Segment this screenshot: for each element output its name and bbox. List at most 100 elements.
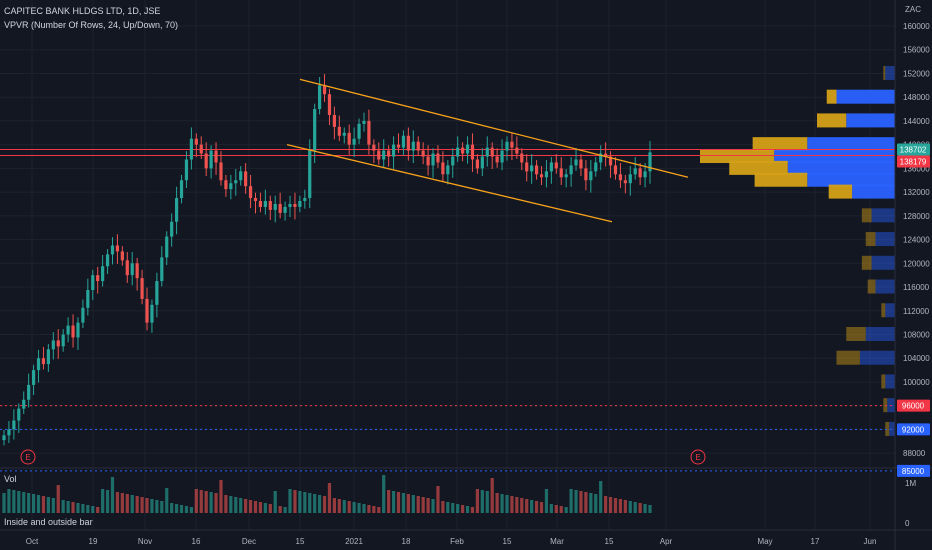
candle-body xyxy=(461,147,465,154)
volume-bar xyxy=(76,503,80,513)
candle-body xyxy=(347,132,351,145)
volume-bar xyxy=(303,492,307,513)
candle-body xyxy=(71,325,75,338)
earnings-event-marker[interactable] xyxy=(20,449,36,465)
price-label-box xyxy=(897,155,930,168)
candle-body xyxy=(56,340,60,347)
volume-bar xyxy=(36,495,41,513)
candle-body xyxy=(140,278,144,299)
volume-bar xyxy=(214,493,218,513)
volume-bar xyxy=(372,506,376,513)
candle-body xyxy=(308,150,312,199)
candle-body xyxy=(608,156,613,166)
candle-body xyxy=(633,168,637,175)
volume-bar xyxy=(194,489,198,513)
pattern-note: Inside and outside bar xyxy=(4,517,93,527)
candle-body xyxy=(539,174,544,178)
volume-bar xyxy=(352,502,356,513)
volume-bar xyxy=(485,491,489,513)
horizontal-lines xyxy=(0,148,895,472)
candle-body xyxy=(105,254,110,267)
volume-bar xyxy=(594,494,598,513)
volume-bar xyxy=(322,496,327,513)
volume-bar xyxy=(263,503,267,513)
volume-bar xyxy=(515,497,519,513)
volume-bar xyxy=(51,498,55,513)
volume-bar xyxy=(229,496,233,513)
candle-body xyxy=(313,109,317,151)
candle-body xyxy=(406,135,410,151)
volume-bar xyxy=(451,503,455,513)
candle-body xyxy=(86,289,90,308)
volume-bar xyxy=(510,496,514,513)
volume-bar xyxy=(633,502,637,513)
earnings-event-letter: E xyxy=(695,453,700,462)
volume-bar xyxy=(273,491,277,513)
x-tick-label: Oct xyxy=(26,537,39,546)
candle-body xyxy=(219,162,223,181)
candle-body xyxy=(416,141,420,151)
price-label-box xyxy=(897,399,930,412)
price-label: 92000 xyxy=(902,425,925,434)
volume-bar xyxy=(96,507,100,513)
candle-body xyxy=(278,203,282,213)
candle-body xyxy=(549,162,553,172)
candle-body xyxy=(268,201,272,210)
candle-body xyxy=(91,275,95,290)
volume-bar xyxy=(313,494,317,513)
y-tick-label: 128000 xyxy=(903,212,930,221)
volume-tick-label: 1M xyxy=(905,479,916,488)
volume-bar xyxy=(618,499,623,513)
candle-body xyxy=(189,138,193,160)
price-label: 138179 xyxy=(900,157,927,166)
volume-bar xyxy=(130,495,134,513)
y-tick-label: 136000 xyxy=(903,164,930,173)
volume-bar xyxy=(520,498,524,513)
candle-body xyxy=(372,144,376,151)
volume-bar xyxy=(377,507,381,513)
volume-tick-label: 0 xyxy=(905,519,910,528)
volume-bar xyxy=(283,507,287,513)
channel-lines xyxy=(286,78,689,223)
vp-down-bar xyxy=(867,279,876,294)
volume-bar xyxy=(115,492,120,513)
volume-bar xyxy=(579,491,583,513)
volume-bar xyxy=(288,489,292,513)
volume-bar xyxy=(253,501,258,513)
volume-bar xyxy=(599,481,603,513)
volume-bar xyxy=(431,499,435,513)
volume-bar xyxy=(648,505,652,513)
candle-body xyxy=(115,245,120,252)
currency-label: ZAC xyxy=(905,5,921,14)
candle-body xyxy=(51,340,55,350)
vp-down-bar xyxy=(883,65,886,80)
volume-bar xyxy=(564,507,568,513)
earnings-event-marker[interactable] xyxy=(690,449,706,465)
vp-down-bar xyxy=(817,113,847,128)
x-tick-label: 17 xyxy=(811,537,820,546)
candle-body xyxy=(515,147,519,154)
volume-bar xyxy=(155,500,159,513)
candle-body xyxy=(480,156,484,169)
vp-up-bar xyxy=(852,184,895,199)
candle-body xyxy=(465,144,470,154)
volume-bar xyxy=(150,499,154,513)
candle-body xyxy=(76,322,80,338)
candle-body xyxy=(150,304,154,323)
y-tick-label: 116000 xyxy=(903,283,930,292)
candle-body xyxy=(258,201,263,207)
volume-bar xyxy=(189,507,193,513)
candle-body xyxy=(451,156,455,166)
x-tick-label: Jun xyxy=(864,537,877,546)
vp-down-bar xyxy=(754,172,808,187)
channel-lower-line xyxy=(286,144,613,223)
grid xyxy=(0,0,895,530)
candle-body xyxy=(574,159,578,166)
candle-body xyxy=(244,171,248,187)
volume-bar xyxy=(539,502,544,513)
candle-body xyxy=(436,153,440,163)
vp-up-bar xyxy=(865,326,895,341)
candle-body xyxy=(352,138,356,145)
